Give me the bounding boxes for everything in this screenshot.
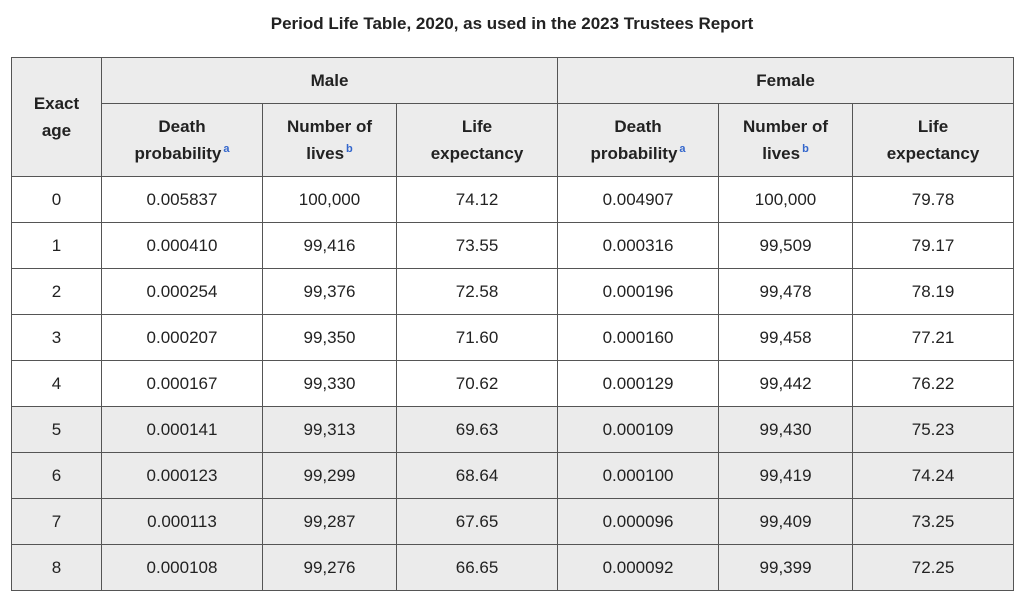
cell-male-number-of-lives: 99,299 xyxy=(262,452,397,499)
cell-female-number-of-lives: 99,442 xyxy=(718,360,854,407)
cell-male-life-expectancy: 69.63 xyxy=(395,406,559,453)
cell-exact-age: 4 xyxy=(11,360,102,407)
footnote-link-b[interactable]: b xyxy=(346,143,353,156)
cell-male-death-probability: 0.000141 xyxy=(101,406,263,453)
header-female-number-of-lives: Number of lives b xyxy=(718,103,854,177)
cell-male-death-probability: 0.000254 xyxy=(101,268,263,315)
cell-male-death-probability: 0.000207 xyxy=(101,314,263,361)
cell-female-number-of-lives: 99,478 xyxy=(718,268,854,315)
cell-male-death-probability: 0.000113 xyxy=(101,498,263,545)
header-male-death-probability: Death probability a xyxy=(101,103,263,177)
cell-male-number-of-lives: 100,000 xyxy=(262,176,397,223)
cell-male-death-probability: 0.000108 xyxy=(101,544,263,591)
footnote-link-a[interactable]: a xyxy=(679,143,686,156)
cell-female-death-probability: 0.004907 xyxy=(557,176,720,223)
cell-female-death-probability: 0.000316 xyxy=(557,222,720,269)
header-male: Male xyxy=(100,57,559,104)
cell-male-number-of-lives: 99,376 xyxy=(262,268,397,315)
table-row: 8 0.000108 99,276 66.65 0.000092 99,399 72.25 xyxy=(11,544,1015,591)
cell-female-number-of-lives: 99,509 xyxy=(718,222,854,269)
header-female-death-probability: Death probability a xyxy=(557,103,720,177)
cell-female-death-probability: 0.000160 xyxy=(557,314,720,361)
cell-male-life-expectancy: 66.65 xyxy=(395,544,559,591)
cell-female-death-probability: 0.000109 xyxy=(557,406,720,453)
cell-female-life-expectancy: 74.24 xyxy=(852,452,1015,499)
cell-female-number-of-lives: 99,409 xyxy=(718,498,854,545)
cell-female-life-expectancy: 76.22 xyxy=(852,360,1015,407)
cell-female-death-probability: 0.000100 xyxy=(557,452,720,499)
header-female: Female xyxy=(557,57,1015,104)
page-title: Period Life Table, 2020, as used in the … xyxy=(270,14,754,33)
cell-female-number-of-lives: 99,430 xyxy=(718,406,854,453)
cell-female-death-probability: 0.000129 xyxy=(557,360,720,407)
cell-female-life-expectancy: 77.21 xyxy=(852,314,1015,361)
table-row: 4 0.000167 99,330 70.62 0.000129 99,442 76.22 xyxy=(11,360,1015,407)
cell-male-life-expectancy: 73.55 xyxy=(395,222,559,269)
table-row: 5 0.000141 99,313 69.63 0.000109 99,430 75.23 xyxy=(11,406,1015,453)
life-table: Exact age Male Female Death probability a N… xyxy=(11,57,1015,591)
cell-exact-age: 2 xyxy=(11,268,102,315)
cell-female-life-expectancy: 73.25 xyxy=(852,498,1015,545)
table-body: 0 0.005837 100,000 74.12 0.004907 100,000 79.7… xyxy=(11,176,1015,591)
cell-exact-age: 1 xyxy=(11,222,102,269)
header-female-life-expectancy: Life expectancy xyxy=(852,103,1015,177)
cell-male-life-expectancy: 71.60 xyxy=(395,314,559,361)
table-row: 0 0.005837 100,000 74.12 0.004907 100,000 79.7… xyxy=(11,176,1015,223)
cell-male-death-probability: 0.000167 xyxy=(101,360,263,407)
table-row: 1 0.000410 99,416 73.55 0.000316 99,509 79.17 xyxy=(11,222,1015,269)
cell-male-number-of-lives: 99,350 xyxy=(262,314,397,361)
cell-female-life-expectancy: 79.17 xyxy=(852,222,1015,269)
cell-exact-age: 5 xyxy=(11,406,102,453)
footnote-link-b[interactable]: b xyxy=(802,143,809,156)
cell-male-death-probability: 0.000123 xyxy=(101,452,263,499)
cell-exact-age: 7 xyxy=(11,498,102,545)
cell-male-death-probability: 0.000410 xyxy=(101,222,263,269)
cell-male-number-of-lives: 99,330 xyxy=(262,360,397,407)
cell-female-life-expectancy: 79.78 xyxy=(852,176,1015,223)
cell-male-life-expectancy: 72.58 xyxy=(395,268,559,315)
table-row: 2 0.000254 99,376 72.58 0.000196 99,478 78.19 xyxy=(11,268,1015,315)
cell-male-number-of-lives: 99,313 xyxy=(262,406,397,453)
cell-male-number-of-lives: 99,416 xyxy=(262,222,397,269)
cell-male-life-expectancy: 74.12 xyxy=(395,176,559,223)
cell-exact-age: 0 xyxy=(11,176,102,223)
cell-male-number-of-lives: 99,276 xyxy=(262,544,397,591)
cell-male-life-expectancy: 68.64 xyxy=(395,452,559,499)
cell-female-number-of-lives: 100,000 xyxy=(718,176,854,223)
cell-female-life-expectancy: 75.23 xyxy=(852,406,1015,453)
table-row: 3 0.000207 99,350 71.60 0.000160 99,458 77.21 xyxy=(11,314,1015,361)
cell-exact-age: 3 xyxy=(11,314,102,361)
cell-female-number-of-lives: 99,399 xyxy=(718,544,854,591)
header-male-number-of-lives: Number of lives b xyxy=(262,103,397,177)
cell-male-death-probability: 0.005837 xyxy=(101,176,263,223)
cell-male-life-expectancy: 70.62 xyxy=(395,360,559,407)
footnote-link-a[interactable]: a xyxy=(223,143,230,156)
cell-female-life-expectancy: 72.25 xyxy=(852,544,1015,591)
cell-exact-age: 8 xyxy=(11,544,102,591)
cell-female-life-expectancy: 78.19 xyxy=(852,268,1015,315)
table-row: 7 0.000113 99,287 67.65 0.000096 99,409 73.25 xyxy=(11,498,1015,545)
cell-female-death-probability: 0.000196 xyxy=(557,268,720,315)
cell-male-number-of-lives: 99,287 xyxy=(262,498,397,545)
header-exact-age: Exact age xyxy=(11,57,102,177)
cell-female-death-probability: 0.000092 xyxy=(557,544,720,591)
cell-female-number-of-lives: 99,419 xyxy=(718,452,854,499)
header-male-life-expectancy: Life expectancy xyxy=(395,103,559,177)
cell-female-death-probability: 0.000096 xyxy=(557,498,720,545)
cell-exact-age: 6 xyxy=(11,452,102,499)
cell-male-life-expectancy: 67.65 xyxy=(395,498,559,545)
cell-female-number-of-lives: 99,458 xyxy=(718,314,854,361)
table-row: 6 0.000123 99,299 68.64 0.000100 99,419 74.24 xyxy=(11,452,1015,499)
